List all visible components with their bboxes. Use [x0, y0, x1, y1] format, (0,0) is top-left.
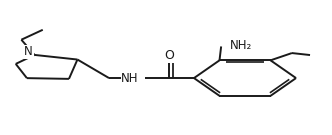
Text: N: N	[24, 45, 33, 58]
Text: O: O	[164, 49, 174, 62]
Text: NH₂: NH₂	[230, 39, 253, 52]
Text: NH: NH	[121, 72, 139, 85]
